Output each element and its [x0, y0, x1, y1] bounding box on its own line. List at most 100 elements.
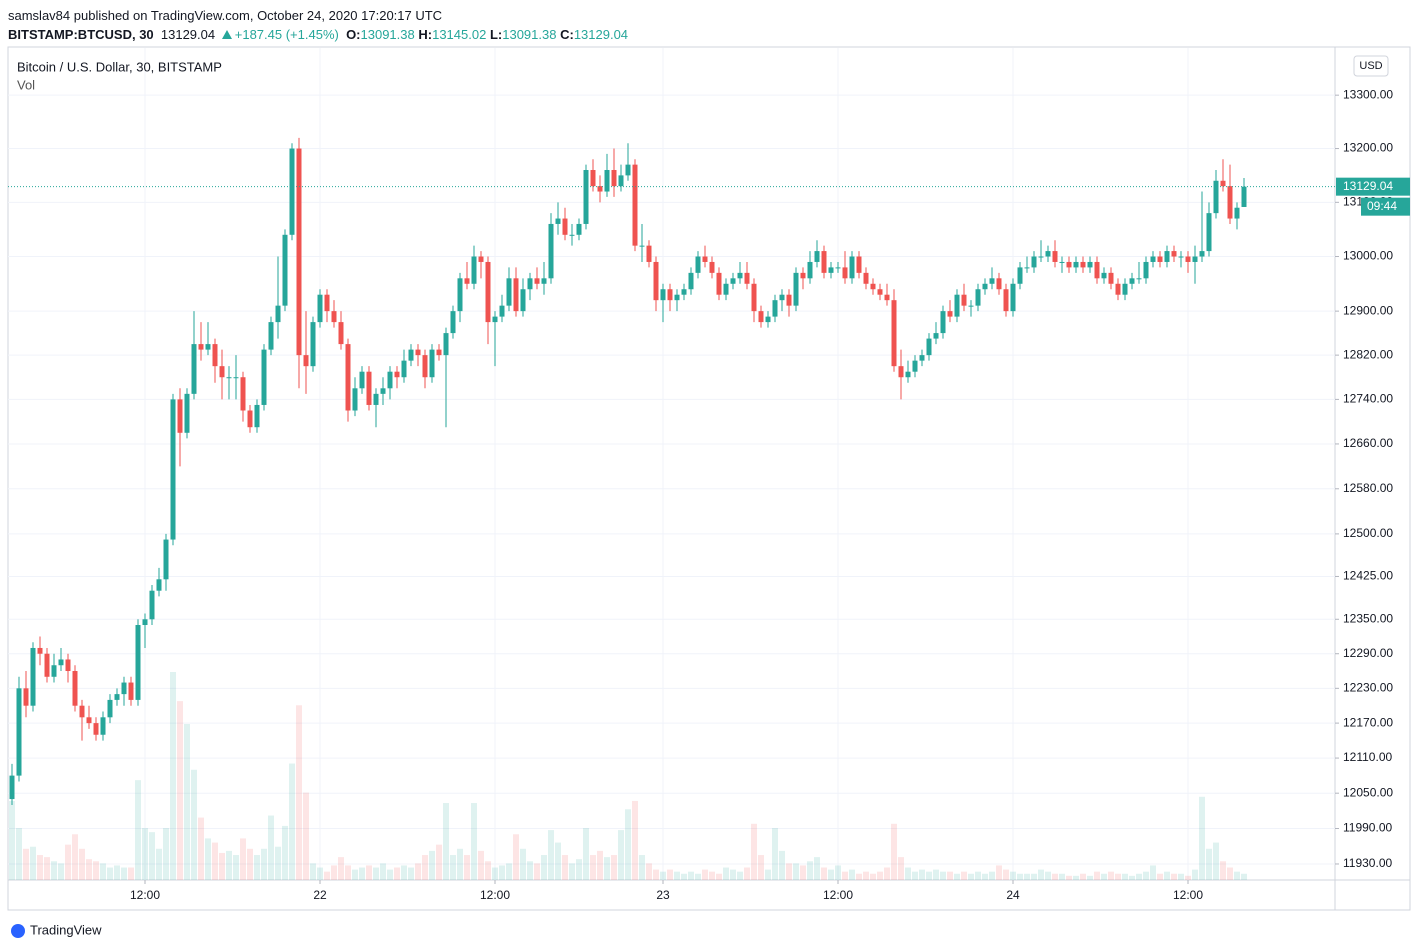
candle-body	[114, 694, 120, 700]
candle-body	[996, 278, 1002, 290]
volume-bar	[1052, 873, 1058, 880]
candle-body	[254, 404, 260, 428]
volume-bar	[317, 867, 323, 880]
volume-bar	[947, 871, 953, 880]
x-tick-label: 22	[313, 888, 327, 902]
header: samslav84 published on TradingView.com, …	[8, 6, 628, 44]
volume-bar	[905, 867, 911, 880]
volume-bar	[1241, 873, 1247, 880]
volume-bar	[898, 857, 904, 880]
volume-bar	[205, 838, 211, 880]
candle-body	[1052, 251, 1058, 262]
volume-bar	[1213, 842, 1219, 880]
candle-body	[170, 399, 176, 540]
candle-body	[730, 278, 736, 284]
volume-bar	[177, 701, 183, 880]
volume-bar	[331, 865, 337, 880]
volume-bar	[919, 869, 925, 880]
volume-bar	[247, 848, 253, 880]
candle-body	[1122, 283, 1128, 295]
volume-bar	[226, 850, 232, 880]
price: 13129.04	[160, 27, 216, 42]
volume-bar	[1178, 873, 1184, 880]
volume-bar	[723, 867, 729, 880]
volume-bar	[184, 724, 190, 880]
volume-bar	[37, 855, 43, 880]
candle-body	[765, 316, 771, 323]
y-tick-label: 12660.00	[1343, 436, 1393, 450]
candle-body	[408, 349, 414, 361]
candle-body	[65, 659, 71, 672]
candle-body	[807, 261, 813, 279]
volume-bar	[786, 863, 792, 880]
candle-body	[681, 289, 687, 295]
candle-body	[317, 294, 323, 323]
volume-bar	[821, 867, 827, 880]
y-tick-label: 12110.00	[1343, 750, 1392, 764]
candle-body	[1241, 186, 1247, 207]
candle-body	[429, 349, 435, 378]
volume-bar	[422, 855, 428, 880]
volume-bar	[107, 867, 113, 880]
candle-body	[1192, 256, 1198, 262]
candle-body	[786, 294, 792, 306]
candle-body	[142, 619, 148, 626]
volume-bar	[772, 828, 778, 880]
candle-body	[310, 322, 316, 367]
candle-body	[212, 344, 218, 367]
candle-body	[611, 170, 617, 187]
volume-bar	[751, 823, 757, 880]
candle-body	[1227, 186, 1233, 219]
candle-body	[555, 218, 561, 224]
candle-body	[1038, 256, 1044, 258]
volume-bar	[870, 873, 876, 880]
volume-bar	[849, 869, 855, 880]
volume-bar	[534, 863, 540, 880]
volume-bar	[926, 871, 932, 880]
volume-bar	[1038, 869, 1044, 880]
last-price-label: 13129.04	[1343, 179, 1393, 193]
volume-bar	[604, 857, 610, 880]
volume-bar	[996, 865, 1002, 880]
volume-bar	[1080, 873, 1086, 880]
volume-bar	[86, 859, 92, 880]
candle-body	[1136, 278, 1142, 280]
candle-body	[667, 289, 673, 301]
candle-body	[800, 272, 806, 279]
candle-body	[1157, 256, 1163, 262]
candle-body	[975, 289, 981, 306]
volume-bar	[1010, 871, 1016, 880]
currency[interactable]: USD	[1359, 60, 1382, 72]
volume-bar	[254, 855, 260, 880]
y-tick-label: 12900.00	[1343, 303, 1393, 317]
candle-body	[1059, 261, 1065, 263]
candle-body	[289, 148, 295, 235]
x-tick-label: 12:00	[1173, 888, 1203, 902]
c-label: C:	[560, 27, 574, 42]
volume	[9, 672, 1247, 880]
y-tick-label: 11990.00	[1343, 821, 1392, 835]
candle-body	[184, 393, 190, 433]
currency-box[interactable]	[1353, 55, 1389, 77]
candle-body	[940, 311, 946, 334]
candle-body	[247, 410, 253, 428]
y-tick-label: 12230.00	[1343, 681, 1393, 695]
logo-icon	[11, 924, 25, 938]
candle-body	[1003, 289, 1009, 312]
candle-body	[23, 688, 29, 706]
candle-body	[1206, 213, 1212, 252]
y-tick-label: 13200.00	[1343, 141, 1393, 155]
volume-bar	[1220, 861, 1226, 880]
candle-body	[373, 393, 379, 405]
candle-body	[653, 261, 659, 301]
volume-bar	[1199, 796, 1205, 880]
y-tick-label: 12170.00	[1343, 715, 1393, 729]
volume-bar	[674, 871, 680, 880]
candle-body	[492, 316, 498, 323]
candle-body	[1087, 261, 1093, 268]
candle-body	[366, 371, 372, 405]
volume-bar	[506, 863, 512, 880]
candle-body	[590, 170, 596, 187]
candle-body	[93, 723, 99, 735]
candle-body	[583, 170, 589, 224]
